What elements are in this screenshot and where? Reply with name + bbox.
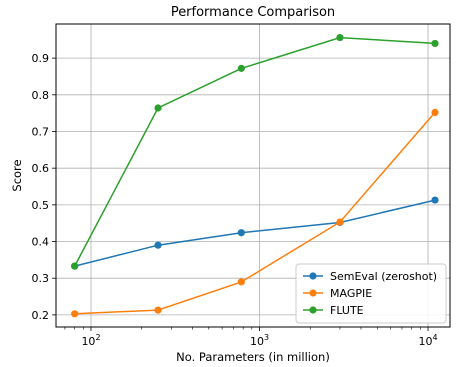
- data-point: [431, 196, 439, 204]
- data-point: [237, 64, 245, 72]
- series-line: [74, 199, 436, 267]
- data-point: [336, 218, 344, 226]
- x-axis-title: No. Parameters (in million): [176, 350, 330, 364]
- series-layer: [71, 33, 439, 318]
- legend-box: [295, 263, 447, 324]
- plot-frame: [55, 23, 451, 328]
- legend-label: FLUTE: [330, 304, 364, 317]
- data-point: [154, 306, 162, 314]
- y-tick-label: 0.6: [32, 162, 50, 175]
- legend-label: SemEval (zeroshot): [330, 270, 437, 283]
- data-point: [431, 108, 439, 117]
- y-tick-label: 0.7: [32, 125, 50, 138]
- y-axis-title: Score: [10, 159, 24, 191]
- y-tick-label: 0.3: [32, 272, 50, 285]
- data-point: [431, 39, 439, 48]
- grid: [56, 24, 450, 327]
- data-point: [336, 33, 344, 42]
- x-tick-label: 104: [418, 333, 437, 348]
- y-tick-label: 0.9: [32, 52, 50, 65]
- y-tick-label: 0.2: [32, 309, 50, 322]
- data-point: [71, 262, 79, 270]
- data-point: [154, 241, 162, 249]
- ticks: 0.2 0.3 0.4 0.5 0.6 0.7 0.8 0.9 102 103 104: [32, 52, 438, 348]
- y-tick-label: 0.8: [32, 89, 50, 102]
- legend-swatch-marker: [309, 306, 317, 314]
- legend-label: MAGPIE: [330, 287, 372, 300]
- y-tick-label: 0.4: [32, 236, 50, 249]
- legend: SemEval (zeroshot) MAGPIE FLUTE: [295, 263, 447, 324]
- data-point: [154, 104, 162, 112]
- x-tick-label: 102: [81, 333, 100, 348]
- chart-title: Performance Comparison: [171, 5, 335, 20]
- data-point: [237, 229, 245, 237]
- legend-swatch-marker: [309, 272, 317, 280]
- x-tick-label: 103: [250, 333, 269, 348]
- legend-swatch-marker: [309, 289, 317, 297]
- data-point: [71, 310, 79, 318]
- y-tick-label: 0.5: [32, 199, 50, 212]
- data-point: [237, 278, 245, 286]
